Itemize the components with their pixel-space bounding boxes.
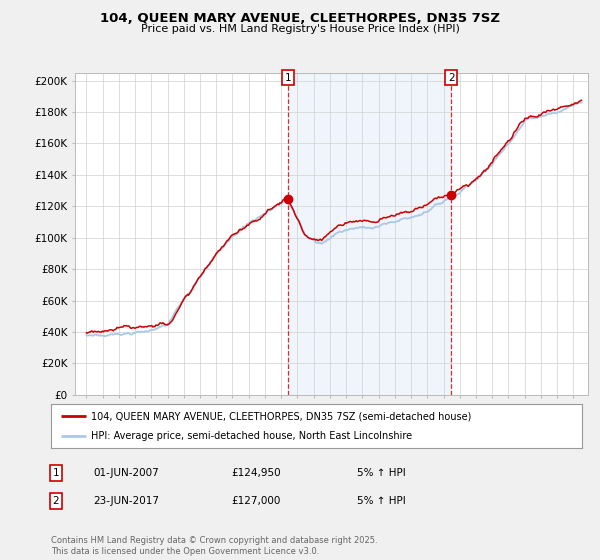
Text: 104, QUEEN MARY AVENUE, CLEETHORPES, DN35 7SZ: 104, QUEEN MARY AVENUE, CLEETHORPES, DN3… [100,12,500,25]
Text: 2: 2 [52,496,59,506]
Text: 104, QUEEN MARY AVENUE, CLEETHORPES, DN35 7SZ (semi-detached house): 104, QUEEN MARY AVENUE, CLEETHORPES, DN3… [91,411,471,421]
Text: HPI: Average price, semi-detached house, North East Lincolnshire: HPI: Average price, semi-detached house,… [91,431,412,441]
Text: 01-JUN-2007: 01-JUN-2007 [93,468,159,478]
Text: 5% ↑ HPI: 5% ↑ HPI [357,496,406,506]
Text: 1: 1 [52,468,59,478]
Text: £127,000: £127,000 [231,496,280,506]
Bar [288,73,451,395]
Text: 1: 1 [284,72,292,82]
Text: £124,950: £124,950 [231,468,281,478]
Text: 5% ↑ HPI: 5% ↑ HPI [357,468,406,478]
Text: Price paid vs. HM Land Registry's House Price Index (HPI): Price paid vs. HM Land Registry's House … [140,24,460,34]
Text: Contains HM Land Registry data © Crown copyright and database right 2025.
This d: Contains HM Land Registry data © Crown c… [51,536,377,556]
Text: 23-JUN-2017: 23-JUN-2017 [93,496,159,506]
Text: 2: 2 [448,72,454,82]
